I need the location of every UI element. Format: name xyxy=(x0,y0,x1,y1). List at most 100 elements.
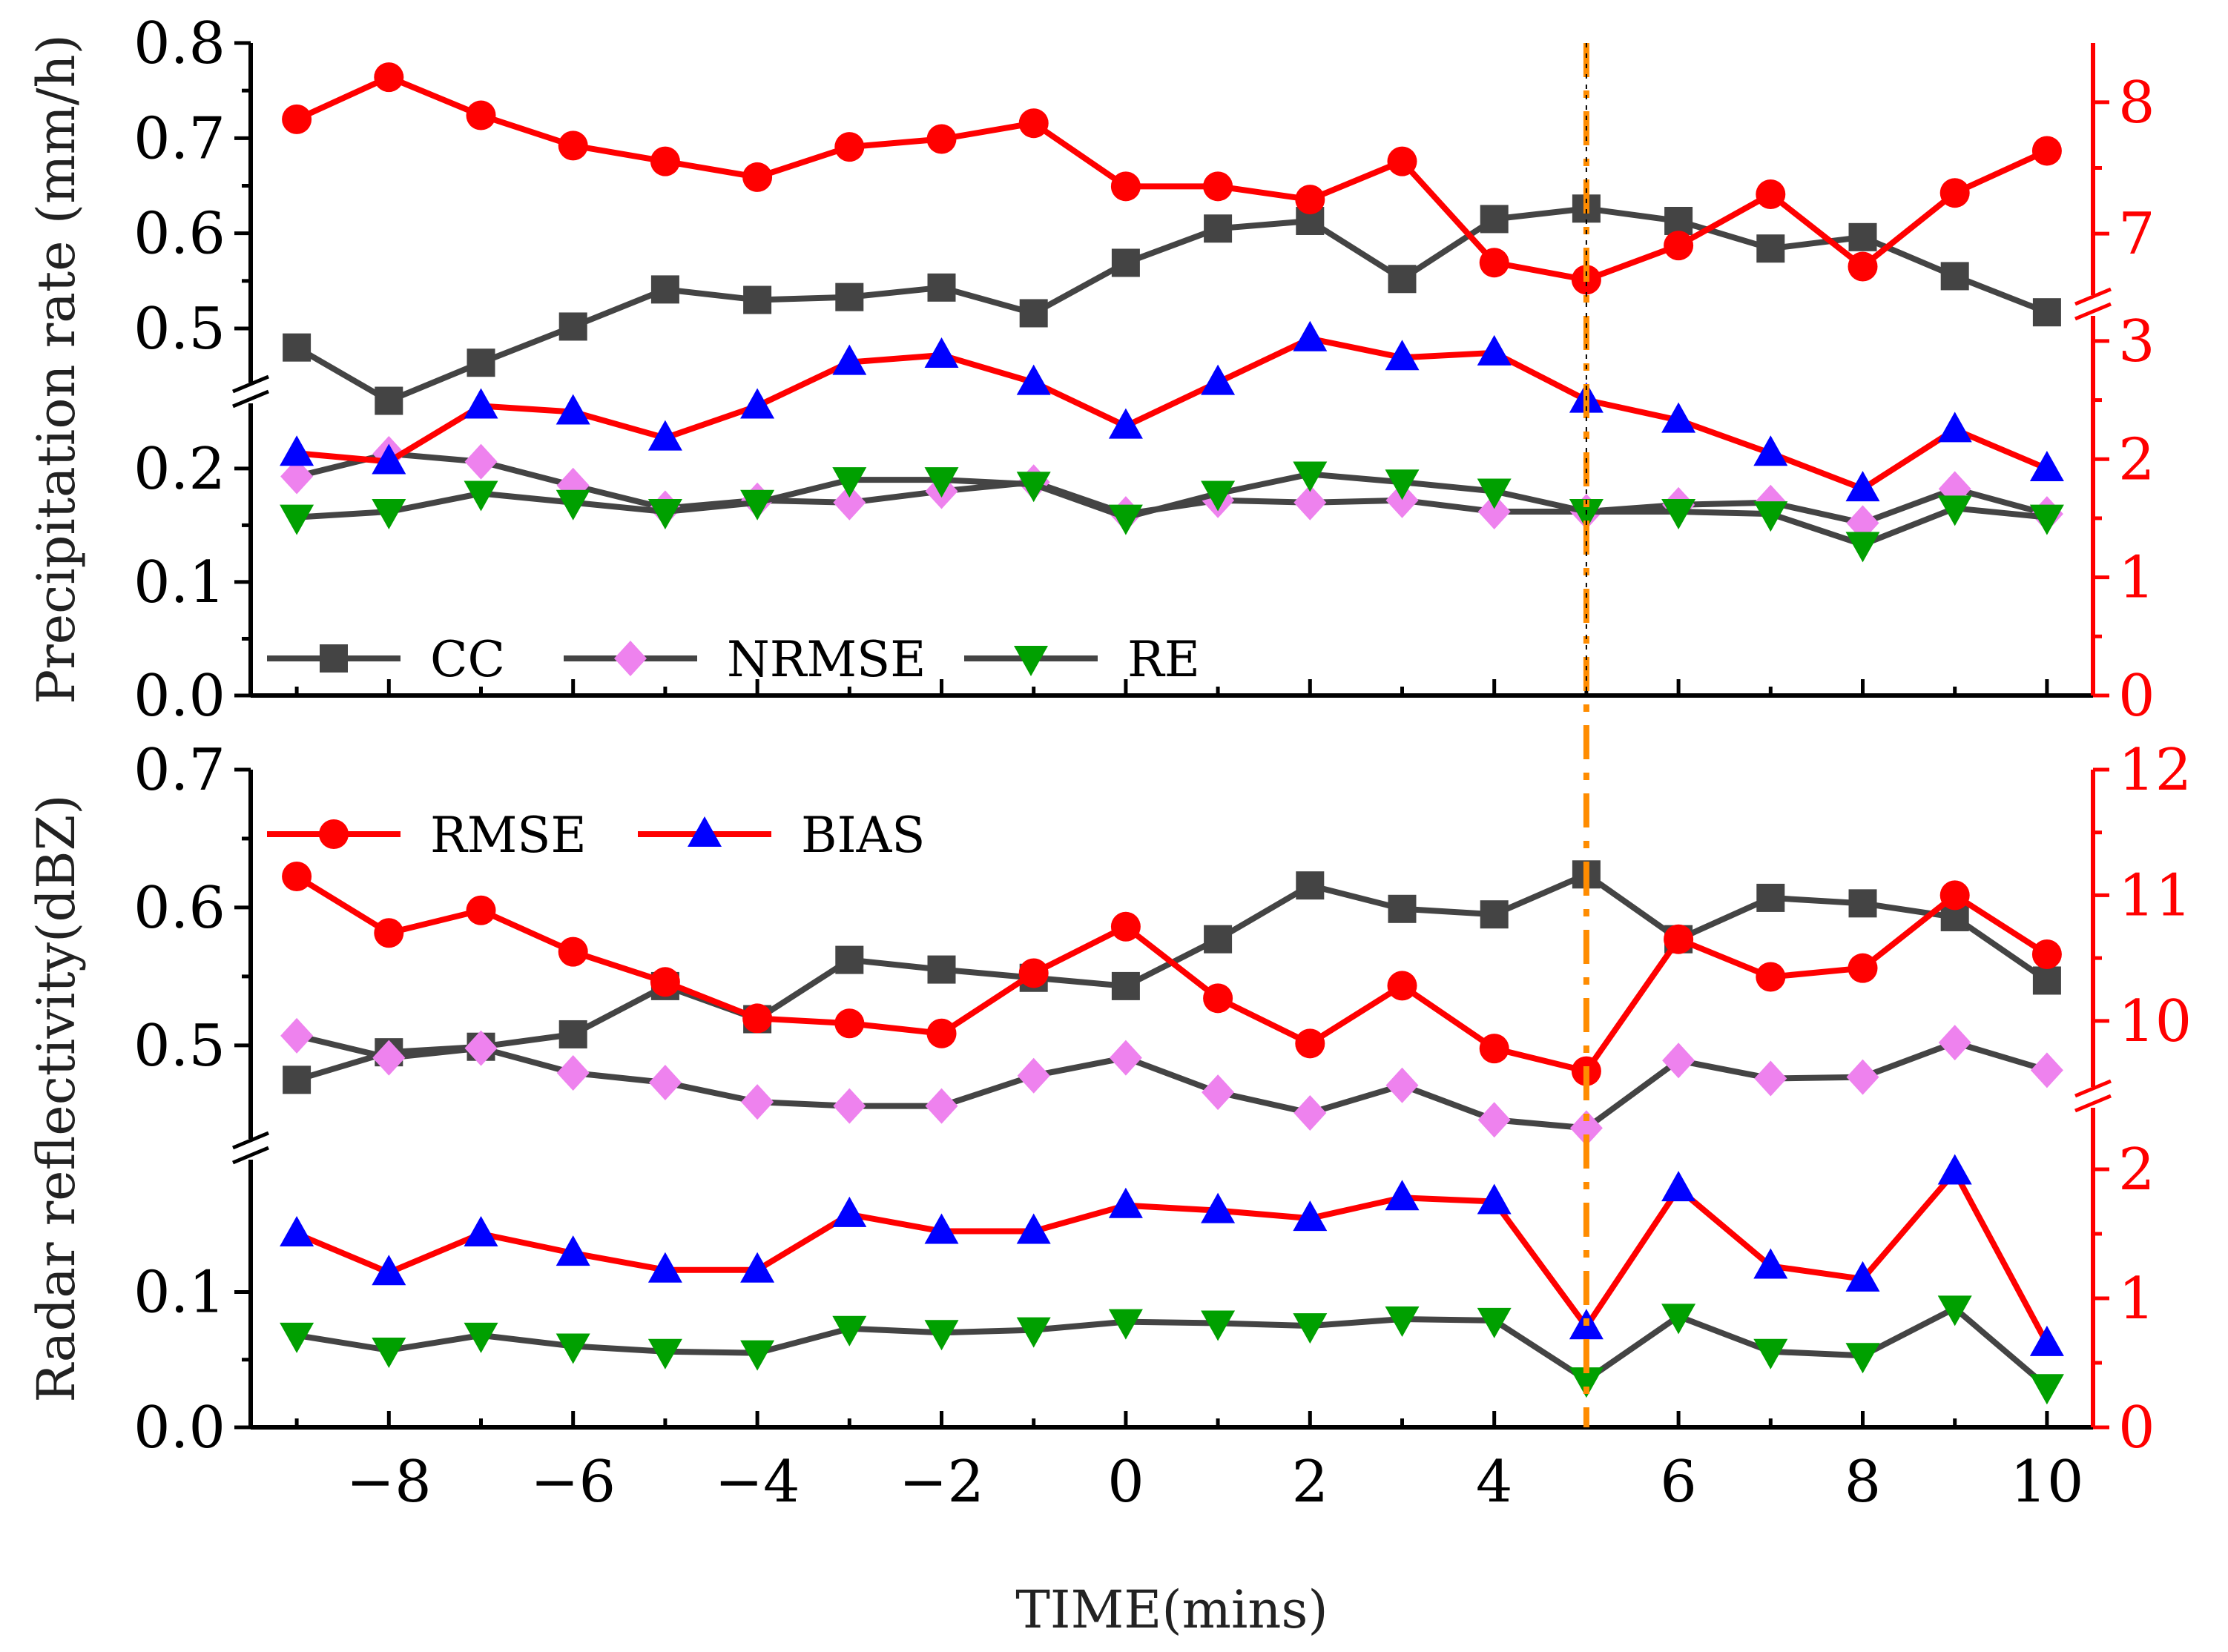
top-series-nrmse-point xyxy=(1385,482,1419,518)
top-series-cc-point xyxy=(375,386,403,415)
bottom-series-cc-point xyxy=(1204,925,1233,954)
top-series-re-point xyxy=(647,499,682,530)
bottom-right-tick-label: 0 xyxy=(2118,1395,2155,1461)
top-series-re-point xyxy=(1016,472,1051,503)
bottom-series-re-point xyxy=(556,1333,590,1364)
bottom-series-bias-point xyxy=(556,1235,590,1266)
bottom-series-rmse-point xyxy=(650,967,680,997)
bottom-series-re-point xyxy=(2029,1374,2064,1405)
legend-marker xyxy=(319,819,349,849)
bottom-right-axis-break-slash-1 xyxy=(2074,1079,2112,1098)
bottom-series-re-point xyxy=(924,1320,959,1351)
bottom-series-rmse-point xyxy=(926,1018,957,1048)
bottom-series-cc-point xyxy=(283,1065,312,1094)
bottom-right-axis-break-slash-2 xyxy=(2074,1094,2112,1113)
legends: CC NRMSE RE RMSE BIAS xyxy=(267,631,1200,864)
bottom-legend-item-bias: BIAS xyxy=(638,807,925,864)
bottom-series-cc-point xyxy=(1388,894,1417,923)
top-series-nrmse-point xyxy=(464,443,498,480)
top-series-rmse-point xyxy=(926,124,957,154)
top-series-rmse-point xyxy=(1018,108,1049,139)
bottom-series-cc-point xyxy=(1296,871,1325,900)
top-series-re-point xyxy=(924,467,959,498)
top-series-rmse-point xyxy=(2031,136,2062,166)
legend-label: RE xyxy=(1127,631,1200,688)
bottom-series-rmse-point xyxy=(558,936,588,967)
bottom-series-nrmse-point xyxy=(1938,1025,1971,1061)
top-legend-item-re: RE xyxy=(964,631,1200,688)
bottom-series-nrmse-point xyxy=(1754,1060,1787,1097)
top-left-tick-label: 0.5 xyxy=(134,296,225,363)
top-series-rmse-point xyxy=(1664,231,1694,261)
bottom-series-bias-point xyxy=(1661,1171,1696,1202)
top-left-tick-label: 0.1 xyxy=(134,549,225,616)
top-series-rmse-point xyxy=(834,132,865,162)
top-series-cc-point xyxy=(1664,206,1693,235)
top-y-axis-title: Precipitation rate (mm/h) xyxy=(26,34,87,704)
top-series-rmse-point xyxy=(466,100,496,130)
top-series-nrmse-point xyxy=(1293,484,1327,521)
legend-marker xyxy=(1014,646,1048,676)
bottom-series-re-point xyxy=(1845,1343,1880,1374)
bottom-series-nrmse-point xyxy=(1017,1057,1050,1094)
bottom-series-rmse-point xyxy=(1939,880,1970,911)
top-series-cc-point xyxy=(927,273,956,302)
bottom-series-nrmse-point xyxy=(925,1088,958,1124)
bottom-series-re-point xyxy=(1661,1304,1696,1335)
bottom-series-nrmse-point xyxy=(280,1017,314,1054)
x-tick-label: 6 xyxy=(1660,1449,1697,1516)
bottom-series-bias-point xyxy=(924,1213,959,1244)
bottom-series-re-point xyxy=(1016,1317,1051,1348)
bottom-series-nrmse xyxy=(280,1017,2063,1146)
top-series-re-point xyxy=(372,499,406,530)
bottom-series-re-point xyxy=(372,1337,406,1368)
top-series-nrmse-point xyxy=(1477,494,1511,530)
top-series-bias-point xyxy=(1293,320,1328,351)
top-series-bias-point xyxy=(1385,340,1420,371)
bottom-series-nrmse-point xyxy=(464,1030,498,1066)
bottom-series-re-point xyxy=(1753,1338,1788,1369)
x-tick-label: 2 xyxy=(1291,1449,1328,1516)
top-series-cc-point xyxy=(283,333,312,362)
bottom-series-nrmse-line xyxy=(296,1032,2049,1131)
bottom-left-axis-break-slash-1 xyxy=(232,1131,269,1150)
top-series-rmse-point xyxy=(1848,251,1878,282)
bottom-series-bias-point xyxy=(647,1252,682,1283)
top-right-tick-label: 0 xyxy=(2118,663,2155,730)
top-series-cc-point xyxy=(1388,265,1417,294)
top-series-cc-point xyxy=(558,312,587,341)
top-legend-item-cc: CC xyxy=(267,631,505,688)
bottom-series-re-line xyxy=(296,1305,2049,1390)
bottom-series-cc-point xyxy=(1111,971,1140,1000)
top-left-tick-label: 0.2 xyxy=(134,436,225,503)
bottom-left-tick-label: 0.6 xyxy=(134,875,225,942)
top-series-rmse-point xyxy=(1110,171,1141,202)
bottom-series-re-point xyxy=(647,1338,682,1369)
bottom-series-nrmse-point xyxy=(1109,1040,1142,1076)
bottom-series-bias-point xyxy=(1016,1213,1051,1244)
top-left-tick-label: 0.8 xyxy=(134,10,225,77)
bottom-left-tick-label: 0.5 xyxy=(134,1013,225,1080)
bottom-series-bias-point xyxy=(1293,1200,1328,1232)
bottom-right-tick-label: 12 xyxy=(2118,737,2192,804)
top-series-nrmse-point xyxy=(280,458,314,495)
top-right-tick-label: 1 xyxy=(2118,545,2155,612)
bottom-series-re-point xyxy=(1108,1309,1143,1340)
top-series-bias-point xyxy=(740,388,775,419)
bottom-series-rmse-point xyxy=(282,862,312,891)
bottom-y-axis-title: Radar reflectivity(dBZ) xyxy=(26,794,87,1402)
bottom-series-re-point xyxy=(1937,1295,1972,1326)
bottom-series-rmse-point xyxy=(1018,958,1049,988)
bottom-series-nrmse-point xyxy=(741,1084,774,1120)
top-series-bias-point xyxy=(464,388,498,419)
bottom-series-cc-point xyxy=(1848,889,1877,918)
top-series-bias-point xyxy=(647,420,682,451)
legend-marker xyxy=(320,644,348,673)
top-left-axis-break-slash-2 xyxy=(232,389,269,409)
bottom-right-axis-break xyxy=(2074,1079,2112,1113)
bottom-series-bias-point xyxy=(280,1216,314,1246)
top-series-bias-point xyxy=(832,344,867,375)
bottom-series-rmse-point xyxy=(1387,971,1417,1001)
